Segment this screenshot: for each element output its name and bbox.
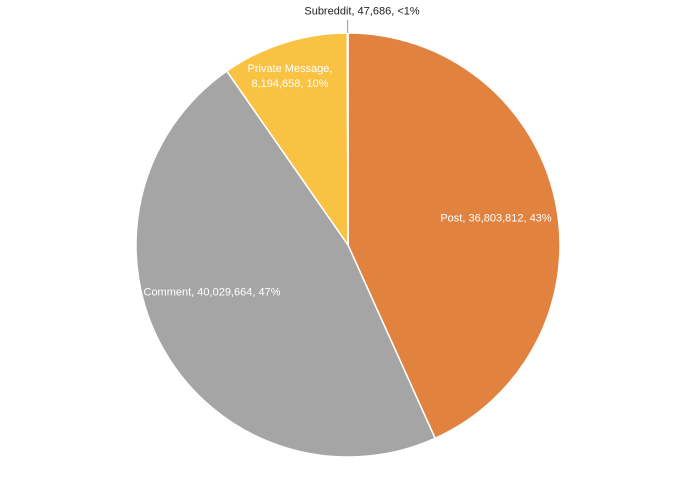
data-label: Private Message, 8,194,658, 10% bbox=[247, 63, 333, 90]
data-label: Comment, 40,029,664, 47% bbox=[143, 286, 281, 299]
data-label: Subreddit, 47,686, <1% bbox=[304, 5, 420, 18]
pie-slice bbox=[135, 70, 437, 458]
data-label: Post, 36,803,812, 43% bbox=[440, 212, 552, 225]
pie-slice bbox=[225, 32, 349, 248]
pie-slice bbox=[347, 32, 561, 440]
